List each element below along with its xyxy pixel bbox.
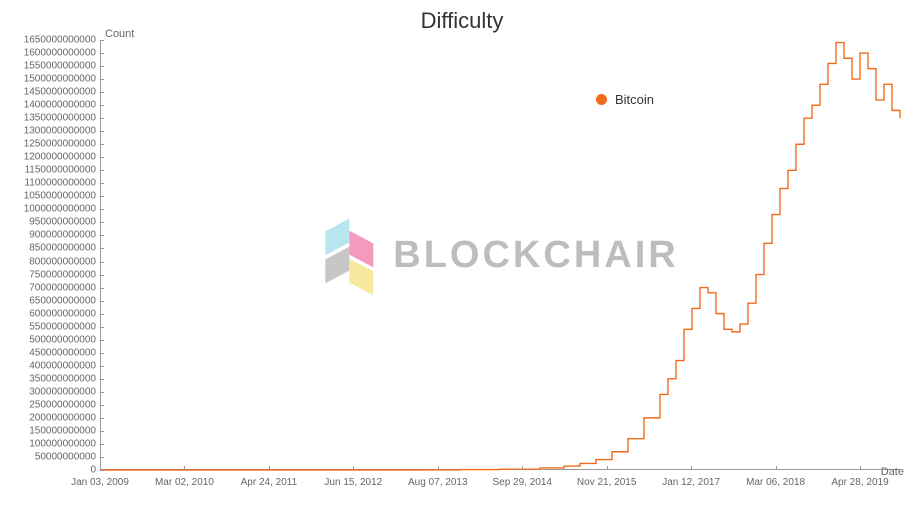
y-tick-label: 150000000000 xyxy=(6,425,96,436)
y-tick-label: 1600000000000 xyxy=(6,48,96,59)
y-tick-mark xyxy=(100,314,104,315)
y-tick-mark xyxy=(100,157,104,158)
x-tick-mark xyxy=(100,466,101,470)
x-tick-label: Apr 28, 2019 xyxy=(831,477,888,488)
y-tick-mark xyxy=(100,66,104,67)
x-tick-label: Sep 29, 2014 xyxy=(492,477,552,488)
y-tick-label: 1200000000000 xyxy=(6,152,96,163)
y-tick-label: 1400000000000 xyxy=(6,100,96,111)
y-tick-mark xyxy=(100,118,104,119)
x-tick-mark xyxy=(691,466,692,470)
y-tick-label: 300000000000 xyxy=(6,386,96,397)
y-tick-label: 350000000000 xyxy=(6,373,96,384)
y-tick-label: 0 xyxy=(6,465,96,476)
legend-marker-icon xyxy=(596,94,607,105)
y-tick-label: 1500000000000 xyxy=(6,74,96,85)
y-tick-label: 500000000000 xyxy=(6,334,96,345)
y-tick-label: 1000000000000 xyxy=(6,204,96,215)
x-tick-mark xyxy=(438,466,439,470)
x-tick-label: Mar 02, 2010 xyxy=(155,477,214,488)
y-tick-label: 1250000000000 xyxy=(6,139,96,150)
y-tick-label: 1100000000000 xyxy=(6,178,96,189)
chart-title: Difficulty xyxy=(0,0,924,34)
y-tick-mark xyxy=(100,183,104,184)
y-tick-mark xyxy=(100,248,104,249)
y-tick-mark xyxy=(100,470,104,471)
y-tick-mark xyxy=(100,288,104,289)
y-tick-label: 1300000000000 xyxy=(6,126,96,137)
x-tick-label: Jan 12, 2017 xyxy=(662,477,720,488)
y-tick-mark xyxy=(100,457,104,458)
y-tick-mark xyxy=(100,327,104,328)
y-tick-mark xyxy=(100,79,104,80)
plot-area: BLOCKCHAIR Bitcoin 050000000000100000000… xyxy=(100,40,900,470)
y-tick-label: 950000000000 xyxy=(6,217,96,228)
y-tick-label: 1650000000000 xyxy=(6,35,96,46)
y-tick-mark xyxy=(100,301,104,302)
x-tick-label: Nov 21, 2015 xyxy=(577,477,637,488)
y-tick-label: 1150000000000 xyxy=(6,165,96,176)
y-tick-mark xyxy=(100,262,104,263)
y-tick-label: 1450000000000 xyxy=(6,87,96,98)
y-tick-label: 750000000000 xyxy=(6,269,96,280)
y-tick-mark xyxy=(100,392,104,393)
legend: Bitcoin xyxy=(596,92,654,107)
y-tick-label: 450000000000 xyxy=(6,347,96,358)
x-axis-label: Date xyxy=(881,466,904,478)
x-tick-mark xyxy=(269,466,270,470)
y-tick-mark xyxy=(100,340,104,341)
y-tick-label: 50000000000 xyxy=(6,451,96,462)
y-tick-mark xyxy=(100,131,104,132)
y-tick-mark xyxy=(100,366,104,367)
x-tick-label: Jun 15, 2012 xyxy=(324,477,382,488)
y-tick-mark xyxy=(100,275,104,276)
y-tick-label: 550000000000 xyxy=(6,321,96,332)
y-tick-mark xyxy=(100,353,104,354)
y-tick-label: 850000000000 xyxy=(6,243,96,254)
y-tick-mark xyxy=(100,222,104,223)
y-tick-mark xyxy=(100,92,104,93)
y-tick-mark xyxy=(100,196,104,197)
x-tick-label: Jan 03, 2009 xyxy=(71,477,129,488)
y-tick-label: 200000000000 xyxy=(6,412,96,423)
y-tick-label: 250000000000 xyxy=(6,399,96,410)
y-tick-mark xyxy=(100,144,104,145)
y-tick-label: 100000000000 xyxy=(6,438,96,449)
y-tick-label: 800000000000 xyxy=(6,256,96,267)
y-tick-mark xyxy=(100,105,104,106)
y-tick-mark xyxy=(100,40,104,41)
x-tick-mark xyxy=(522,466,523,470)
y-tick-mark xyxy=(100,235,104,236)
legend-label: Bitcoin xyxy=(615,92,654,107)
line-chart-svg xyxy=(100,40,900,470)
y-tick-mark xyxy=(100,170,104,171)
x-tick-mark xyxy=(607,466,608,470)
x-tick-label: Aug 07, 2013 xyxy=(408,477,468,488)
x-tick-mark xyxy=(184,466,185,470)
y-tick-label: 1550000000000 xyxy=(6,61,96,72)
x-tick-mark xyxy=(776,466,777,470)
y-tick-label: 600000000000 xyxy=(6,308,96,319)
y-tick-mark xyxy=(100,53,104,54)
y-tick-label: 1050000000000 xyxy=(6,191,96,202)
x-tick-mark xyxy=(860,466,861,470)
x-tick-mark xyxy=(353,466,354,470)
y-tick-mark xyxy=(100,379,104,380)
y-tick-label: 1350000000000 xyxy=(6,113,96,124)
y-tick-mark xyxy=(100,444,104,445)
y-tick-mark xyxy=(100,209,104,210)
y-tick-mark xyxy=(100,405,104,406)
y-tick-mark xyxy=(100,431,104,432)
y-tick-label: 900000000000 xyxy=(6,230,96,241)
series-line xyxy=(100,43,900,470)
y-tick-label: 400000000000 xyxy=(6,360,96,371)
y-tick-label: 700000000000 xyxy=(6,282,96,293)
x-tick-label: Apr 24, 2011 xyxy=(241,477,298,488)
x-tick-label: Mar 06, 2018 xyxy=(746,477,805,488)
y-tick-label: 650000000000 xyxy=(6,295,96,306)
y-axis-label: Count xyxy=(105,28,134,40)
y-tick-mark xyxy=(100,418,104,419)
